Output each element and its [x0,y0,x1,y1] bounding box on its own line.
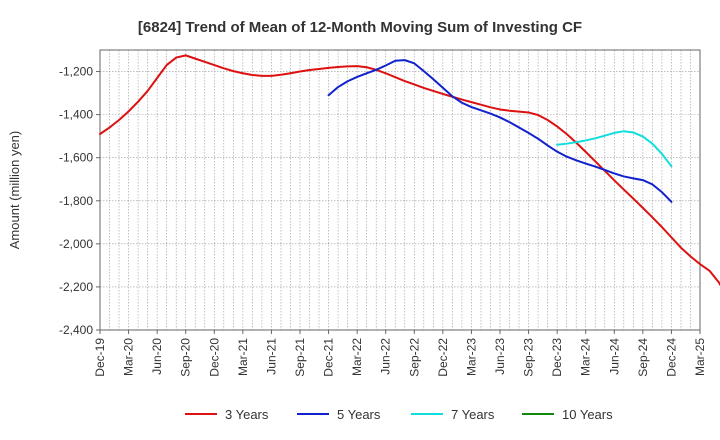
x-tick-label: Jun-20 [150,338,164,375]
series-line-7-years [556,130,673,168]
y-tick-label: -1,400 [59,108,93,122]
y-tick-label: -2,000 [59,237,93,251]
x-tick-label: Mar-21 [236,338,250,376]
x-tick-label: Dec-21 [322,338,336,377]
x-tick-label: Jun-22 [379,338,393,375]
y-tick-label: -2,200 [59,280,93,294]
x-tick-label: Jun-21 [264,338,278,375]
y-axis: -1,200 -1,400 -1,600 -1,800 -2,000 -2,200 -2,4… [59,65,100,337]
x-tick-label: Mar-24 [579,338,593,376]
y-tick-label: -1,200 [59,65,93,79]
y-axis-title: Amount (million yen) [7,131,22,250]
legend-label-10-years: 10 Years [562,407,613,422]
series-line-3-years [99,54,720,287]
x-tick-label: Dec-19 [93,338,107,377]
x-tick-label: Mar-22 [350,338,364,376]
y-tick-label: -1,600 [59,151,93,165]
x-tick-label: Sep-21 [293,338,307,377]
chart-title: [6824] Trend of Mean of 12-Month Moving … [138,19,582,36]
x-tick-label: Jun-24 [607,338,621,375]
y-tick-label: -2,400 [59,323,93,337]
series-lines [99,54,720,287]
x-tick-label: Sep-20 [179,338,193,377]
plot-border [99,49,701,331]
series-line-5-years [327,59,673,203]
x-tick-label: Mar-20 [122,338,136,376]
x-tick-label: Dec-20 [207,338,221,377]
x-tick-label: Jun-23 [493,338,507,375]
x-tick-label: Sep-23 [522,338,536,377]
legend: 3 Years 5 Years 7 Years 10 Years [185,407,613,422]
x-tick-label: Sep-22 [407,338,421,377]
x-tick-label: Dec-23 [550,338,564,377]
x-tick-label: Mar-23 [464,338,478,376]
x-tick-label: Sep-24 [636,338,650,377]
plot-area [100,50,700,330]
x-axis: Dec-19 Mar-20 Jun-20 Sep-20 Dec-20 Mar-21 Jun-… [93,330,707,377]
x-tick-label: Mar-25 [693,338,707,376]
x-tick-label: Dec-24 [664,338,678,377]
legend-label-5-years: 5 Years [337,407,381,422]
y-tick-label: -1,800 [59,194,93,208]
legend-label-7-years: 7 Years [451,407,495,422]
legend-label-3-years: 3 Years [225,407,269,422]
x-tick-label: Dec-22 [436,338,450,377]
